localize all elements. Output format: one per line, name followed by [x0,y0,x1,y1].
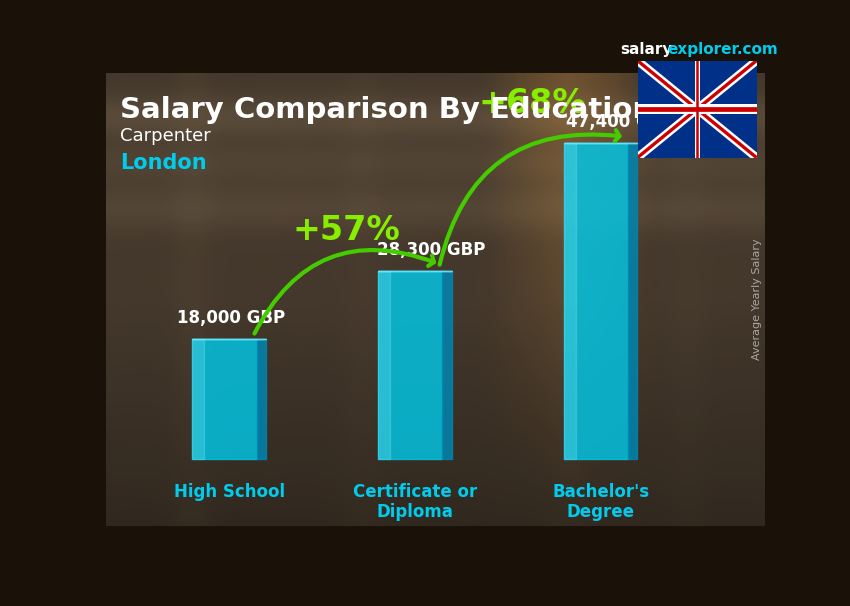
Text: 18,000 GBP: 18,000 GBP [177,309,286,327]
Text: 28,300 GBP: 28,300 GBP [377,241,484,259]
Polygon shape [442,271,451,459]
Text: Bachelor's
Degree: Bachelor's Degree [552,482,649,522]
Text: explorer.com: explorer.com [667,42,778,58]
Text: London: London [120,153,207,173]
Text: Certificate or
Diploma: Certificate or Diploma [353,482,477,522]
Bar [192,339,204,459]
Polygon shape [257,339,266,459]
Bar [378,271,390,459]
Bar [378,271,442,459]
Bar [192,339,257,459]
Text: 47,400 GBP: 47,400 GBP [566,113,674,132]
Text: +57%: +57% [292,214,400,247]
Polygon shape [628,144,638,459]
Text: salary: salary [620,42,673,58]
Bar [564,144,628,459]
Bar [564,144,575,459]
Text: High School: High School [173,482,285,501]
Text: +68%: +68% [478,87,586,119]
Text: Carpenter: Carpenter [120,127,211,145]
Text: Salary Comparison By Education: Salary Comparison By Education [120,96,653,124]
Text: Average Yearly Salary: Average Yearly Salary [751,239,762,360]
